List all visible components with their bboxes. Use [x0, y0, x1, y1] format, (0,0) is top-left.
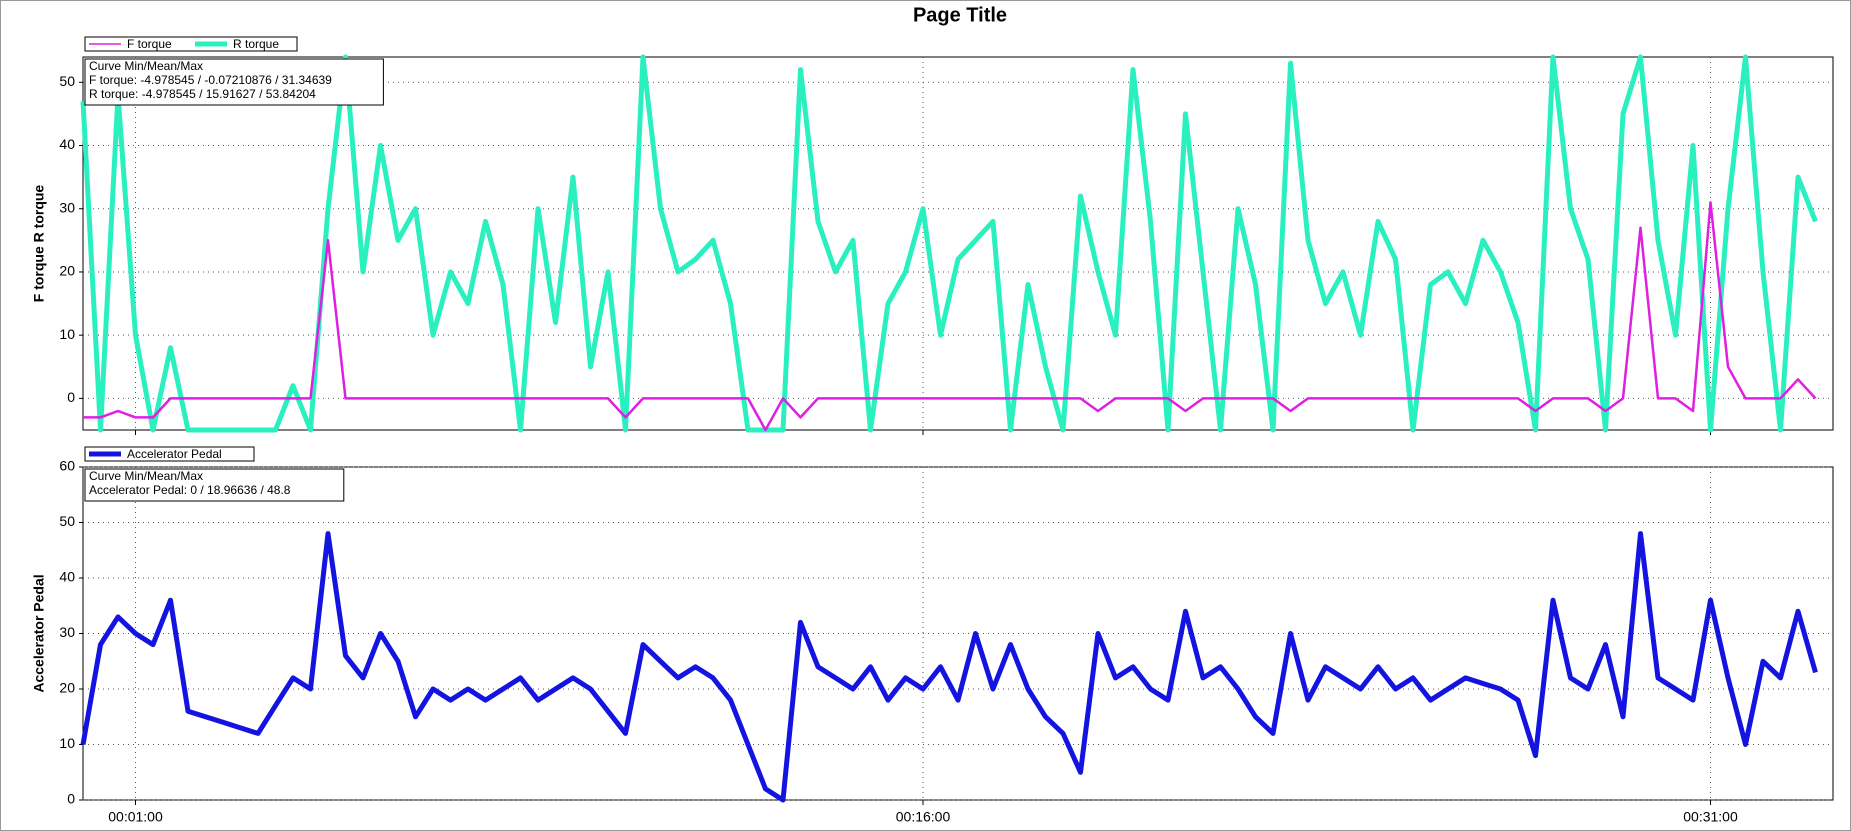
legend: Accelerator Pedal [84, 446, 255, 462]
stats-text: Curve Min/Mean/Max [89, 59, 203, 73]
legend-label: Accelerator Pedal [127, 447, 222, 461]
legend: F torque R torque [84, 36, 298, 52]
y-axis-label: F torque R torque [31, 185, 47, 303]
y-tick-label: 30 [59, 199, 75, 215]
y-tick-label: 0 [67, 389, 75, 405]
data-line [83, 201, 1817, 432]
stats-frame [84, 468, 345, 502]
y-tick-label: 20 [59, 263, 75, 279]
legend-label: R torque [233, 37, 279, 51]
y-tick-label: 40 [59, 136, 75, 152]
stats-text: F torque: -4.978545 / -0.07210876 / 31.3… [89, 73, 332, 87]
x-tick-label: 00:31:00 [1683, 809, 1738, 825]
stats-text: R torque: -4.978545 / 15.91627 / 53.8420… [89, 87, 316, 101]
y-tick-label: 50 [59, 513, 75, 529]
y-tick-label: 10 [59, 326, 75, 342]
stats-text: Curve Min/Mean/Max [89, 469, 203, 483]
y-tick-label: 10 [59, 735, 75, 751]
y-tick-label: 50 [59, 73, 75, 89]
y-tick-label: 30 [59, 624, 75, 640]
legend-box [84, 446, 255, 462]
data-line [80, 54, 1818, 433]
x-tick-label: 00:01:00 [108, 809, 163, 825]
y-tick-label: 0 [67, 791, 75, 807]
legend-box [84, 36, 298, 52]
data-line [80, 531, 1818, 803]
plot-area [82, 56, 1834, 431]
y-tick-label: 20 [59, 680, 75, 696]
y-axis-label: Accelerator Pedal [31, 574, 47, 692]
stats-text: Accelerator Pedal: 0 / 18.96636 / 48.8 [89, 483, 291, 497]
stats-frame [84, 58, 384, 106]
x-tick-label: 00:16:00 [896, 809, 951, 825]
y-tick-label: 40 [59, 569, 75, 585]
legend-label: F torque [127, 37, 172, 51]
y-tick-label: 60 [59, 458, 75, 474]
chart-title: Page Title [913, 4, 1007, 26]
